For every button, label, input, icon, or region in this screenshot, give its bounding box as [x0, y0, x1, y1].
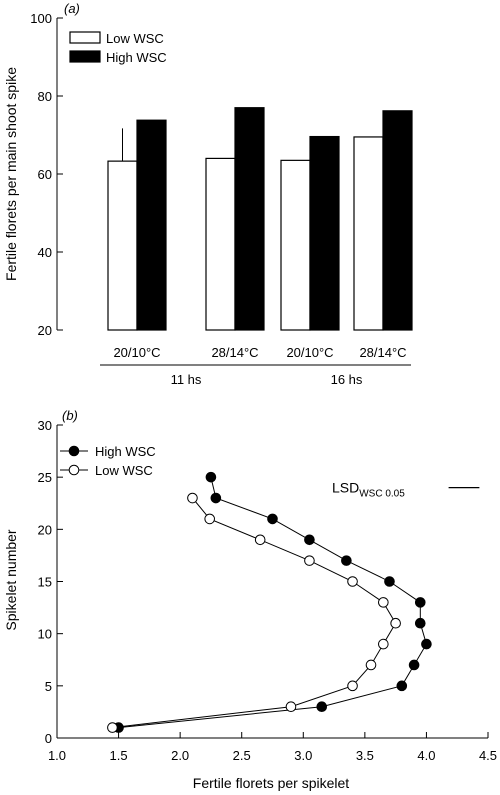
panel-b-low-wsc-point	[304, 555, 315, 566]
panel-a-legend-swatch	[69, 50, 101, 63]
panel-b-y-ticks: 0 5 10 15 20 25 30	[38, 418, 63, 746]
panel-b-y-tick-label: 0	[45, 731, 52, 746]
panel-a-y-axis-title: Fertile florets per main shoot spike	[3, 67, 19, 281]
panel-b-low-wsc-point	[187, 492, 198, 504]
panel-b-high-wsc-point	[414, 617, 426, 629]
panel-b-label: (b)	[62, 408, 78, 423]
panel-b-y-tick-label: 30	[38, 418, 52, 433]
panel-a-bar-chart: (a) 20 40 60 80 100 Fertile florets per main…	[3, 1, 413, 387]
panel-a-bar-high-wsc	[309, 135, 340, 331]
panel-b-x-tick-label: 1.5	[110, 748, 128, 763]
panel-b-low-wsc-point	[378, 597, 389, 608]
panel-a-category-label: 20/10°C	[286, 345, 333, 360]
panel-a-bar-high-wsc	[234, 107, 265, 331]
panel-b-high-wsc-point	[267, 513, 278, 525]
panel-a-bar-low-wsc	[353, 136, 384, 331]
panel-a-label: (a)	[64, 1, 80, 16]
panel-b-lsd-main-text: LSD	[332, 480, 359, 496]
panel-a-y-tick-label: 40	[38, 245, 52, 260]
panel-b-legend-label: Low WSC	[95, 463, 153, 478]
panel-a-y-tick-label: 100	[30, 11, 52, 26]
panel-b-x-ticks: 1.0 1.5 2.0 2.5 3.0 3.5 4.0 4.5	[48, 732, 497, 763]
panel-a-bar-high-wsc	[136, 119, 167, 331]
panel-b-lsd-label: LSDWSC 0.05	[332, 480, 405, 500]
panel-b-legend-marker	[68, 464, 80, 476]
panel-b-series	[107, 471, 432, 733]
panel-b-low-wsc-point	[254, 534, 266, 546]
panel-a-y-tick-label: 80	[38, 89, 52, 104]
panel-b-high-wsc-point	[341, 555, 352, 566]
panel-a-category-labels: 20/10°C 28/14°C 20/10°C 28/14°C	[113, 345, 406, 360]
panel-a-bar-low-wsc	[205, 157, 236, 331]
panel-a-group-label: 16 hs	[331, 372, 363, 387]
panel-b-scatter-chart: (b) 0 5 10 15 20 25 30 1.0 1.5 2.0 2.5 3.0 3.5 4.0 4.…	[3, 408, 497, 791]
panel-b-x-tick-label: 2.5	[233, 748, 251, 763]
panel-a-y-ticks: 20 40 60 80 100	[30, 11, 63, 338]
panel-b-y-tick-label: 25	[38, 470, 52, 485]
panel-b-x-tick-label: 2.0	[171, 748, 189, 763]
panel-b-legend-label: High WSC	[95, 444, 156, 459]
panel-b-low-wsc-point	[204, 513, 215, 525]
panel-b-low-wsc-point	[390, 617, 401, 629]
panel-a-category-label: 28/14°C	[211, 345, 258, 360]
panel-b-high-wsc-point	[304, 534, 315, 546]
panel-b-low-wsc-point	[107, 722, 118, 733]
panel-a-category-label: 20/10°C	[113, 345, 160, 360]
panel-b-y-tick-label: 15	[38, 575, 52, 590]
panel-a-y-tick-label: 60	[38, 167, 52, 182]
panel-a-bar-high-wsc	[382, 110, 413, 331]
panel-a-legend: Low WSC High WSC	[69, 31, 167, 65]
panel-b-legend: High WSC Low WSC	[60, 444, 156, 478]
panel-b-y-tick-label: 10	[38, 627, 52, 642]
panel-b-high-wsc-point	[414, 597, 426, 608]
panel-b-high-wsc-point	[205, 471, 217, 483]
panel-b-low-wsc-point	[347, 576, 358, 587]
panel-a-legend-label: Low WSC	[106, 31, 164, 46]
panel-b-lsd: LSDWSC 0.05	[332, 480, 480, 500]
panel-a-group-labels: 11 hs 16 hs	[100, 364, 411, 387]
panel-b-x-axis-title: Fertile florets per spikelet	[193, 775, 350, 791]
panel-b-low-wsc-line	[112, 497, 397, 729]
panel-b-legend-marker	[68, 445, 80, 457]
panel-b-x-tick-label: 4.5	[479, 748, 497, 763]
panel-a-legend-label: High WSC	[106, 50, 167, 65]
panel-b-lsd-subscript: WSC 0.05	[359, 489, 405, 500]
panel-b-x-tick-label: 3.5	[356, 748, 374, 763]
panel-a-bar-low-wsc	[280, 159, 311, 331]
panel-a-bars	[107, 107, 413, 331]
panel-b-x-tick-label: 1.0	[48, 748, 66, 763]
panel-b-y-tick-label: 20	[38, 522, 52, 537]
panel-b-high-wsc-point	[384, 576, 395, 587]
panel-b-y-axis-title: Spikelet number	[3, 529, 19, 631]
panel-a-y-tick-label: 20	[38, 323, 52, 338]
panel-b-high-wsc-point	[396, 680, 408, 692]
panel-b-low-wsc-point	[347, 680, 358, 692]
panel-a-category-label: 28/14°C	[359, 345, 406, 360]
panel-b-y-tick-label: 5	[45, 679, 52, 694]
panel-a-group-label: 11 hs	[171, 372, 202, 387]
panel-a-legend-swatch	[69, 31, 101, 44]
panel-b-low-wsc-point	[365, 659, 377, 671]
panel-b-high-wsc-point	[421, 638, 432, 650]
panel-b-x-tick-label: 3.0	[294, 748, 312, 763]
panel-b-high-wsc-point	[408, 659, 420, 671]
panel-b-high-wsc-point	[316, 701, 328, 713]
panel-a-bar-low-wsc	[107, 160, 138, 331]
panel-b-x-tick-label: 4.0	[417, 748, 435, 763]
panel-b-high-wsc-point	[210, 492, 222, 504]
panel-b-low-wsc-point	[285, 701, 297, 713]
panel-b-low-wsc-point	[378, 638, 389, 650]
